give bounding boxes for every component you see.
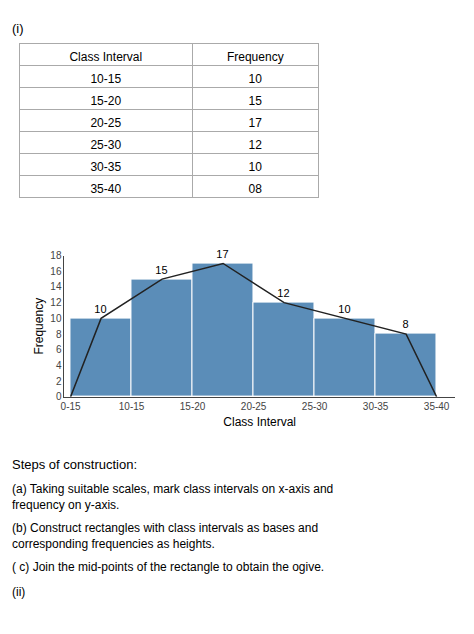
- svg-text:(b) Construct rectangles with: (b) Construct rectangles with class inte…: [12, 521, 318, 551]
- svg-text:10-15: 10-15: [119, 401, 145, 412]
- svg-text:Frequency: Frequency: [32, 298, 46, 355]
- svg-text:35-40: 35-40: [424, 401, 450, 412]
- svg-text:17: 17: [216, 248, 228, 260]
- svg-text:10: 10: [249, 72, 263, 86]
- svg-text:2: 2: [56, 376, 62, 387]
- svg-text:(i): (i): [12, 21, 24, 36]
- svg-text:8: 8: [402, 318, 408, 330]
- svg-text:(ii): (ii): [12, 585, 25, 599]
- svg-text:0-15: 0-15: [61, 401, 81, 412]
- svg-text:20-25: 20-25: [241, 401, 267, 412]
- svg-text:Steps of construction:: Steps of construction:: [12, 457, 137, 472]
- svg-text:25-30: 25-30: [90, 138, 121, 152]
- svg-text:Frequency: Frequency: [227, 50, 284, 64]
- svg-text:4: 4: [56, 360, 62, 371]
- svg-text:Class Interval: Class Interval: [223, 415, 296, 429]
- svg-text:10: 10: [94, 303, 106, 315]
- svg-text:(a) Taking suitable scales, ma: (a) Taking suitable scales, mark class i…: [12, 482, 333, 512]
- svg-text:20-25: 20-25: [90, 116, 121, 130]
- svg-text:6: 6: [56, 344, 62, 355]
- svg-text:30-35: 30-35: [90, 160, 121, 174]
- svg-text:25-30: 25-30: [302, 401, 328, 412]
- svg-text:10: 10: [249, 160, 263, 174]
- svg-text:10-15: 10-15: [90, 72, 121, 86]
- svg-text:15: 15: [155, 264, 167, 276]
- svg-text:15-20: 15-20: [180, 401, 206, 412]
- svg-text:8: 8: [56, 329, 62, 340]
- svg-text:18: 18: [50, 250, 62, 261]
- svg-text:35-40: 35-40: [90, 182, 121, 196]
- svg-text:Class Interval: Class Interval: [69, 50, 142, 64]
- svg-text:12: 12: [249, 138, 263, 152]
- svg-text:12: 12: [50, 297, 62, 308]
- svg-text:10: 10: [50, 313, 62, 324]
- svg-text:12: 12: [277, 287, 289, 299]
- svg-text:16: 16: [50, 266, 62, 277]
- svg-text:17: 17: [249, 116, 263, 130]
- svg-text:30-35: 30-35: [363, 401, 389, 412]
- svg-text:15: 15: [249, 94, 263, 108]
- svg-text:( c) Join the mid-points of th: ( c) Join the mid-points of the rectangl…: [12, 560, 324, 574]
- svg-text:14: 14: [50, 281, 62, 292]
- svg-text:15-20: 15-20: [90, 94, 121, 108]
- svg-text:0: 0: [56, 391, 62, 402]
- svg-text:08: 08: [249, 182, 263, 196]
- svg-text:10: 10: [338, 303, 350, 315]
